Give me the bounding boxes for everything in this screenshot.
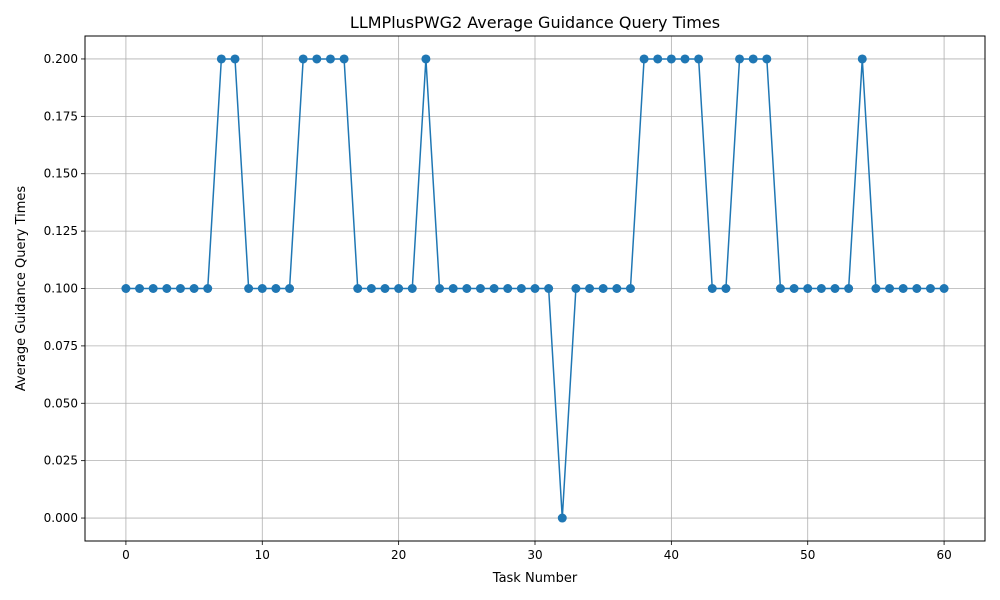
- y-tick-label: 0.125: [44, 224, 78, 238]
- data-point: [503, 284, 513, 293]
- x-tick-label: 0: [122, 548, 130, 562]
- data-point: [748, 54, 758, 64]
- data-point: [285, 284, 295, 293]
- data-point: [680, 54, 690, 64]
- data-point: [353, 284, 363, 293]
- data-point: [598, 284, 608, 293]
- y-tick-label: 0.200: [44, 52, 78, 66]
- y-tick-label: 0.175: [44, 109, 78, 123]
- data-point: [925, 284, 935, 293]
- x-tick-label: 10: [255, 548, 270, 562]
- data-point: [244, 284, 254, 293]
- y-axis-title: Average Guidance Query Times: [14, 186, 29, 392]
- data-point: [162, 284, 172, 293]
- data-point: [844, 284, 854, 293]
- data-point: [489, 284, 499, 293]
- y-tick-label: 0.025: [44, 454, 78, 468]
- data-point: [530, 284, 540, 293]
- data-point: [721, 284, 731, 293]
- plot-frame: [84, 35, 986, 542]
- data-point: [516, 284, 526, 293]
- data-point: [462, 284, 472, 293]
- data-point: [612, 284, 622, 293]
- data-point: [257, 284, 267, 293]
- data-point: [789, 284, 799, 293]
- data-point: [216, 54, 226, 64]
- data-point: [325, 54, 335, 64]
- data-point: [585, 284, 595, 293]
- data-point: [625, 284, 635, 293]
- data-point: [421, 54, 431, 64]
- x-axis-title: Task Number: [492, 571, 578, 586]
- data-point: [830, 284, 840, 293]
- data-point: [394, 284, 404, 293]
- data-point: [803, 284, 813, 293]
- data-point: [189, 284, 199, 293]
- data-series: [121, 54, 949, 523]
- data-point: [271, 284, 281, 293]
- x-tick-label: 60: [936, 548, 951, 562]
- data-point: [475, 284, 485, 293]
- data-point: [939, 284, 949, 293]
- data-point: [885, 284, 895, 293]
- y-tick-label: 0.050: [44, 396, 78, 410]
- data-point: [448, 284, 458, 293]
- data-point: [666, 54, 676, 64]
- data-point: [121, 284, 131, 293]
- data-point: [912, 284, 922, 293]
- x-tick-label: 50: [800, 548, 815, 562]
- y-tick-label: 0.000: [44, 511, 78, 525]
- data-point: [871, 284, 881, 293]
- data-point: [816, 284, 826, 293]
- data-point: [694, 54, 704, 64]
- data-point: [298, 54, 308, 64]
- data-point: [544, 284, 554, 293]
- data-point: [762, 54, 772, 64]
- data-point: [148, 284, 158, 293]
- data-point: [407, 284, 417, 293]
- data-point: [898, 284, 908, 293]
- data-point: [639, 54, 649, 64]
- data-point: [175, 284, 185, 293]
- x-tick-label: 30: [527, 548, 542, 562]
- data-point: [707, 284, 717, 293]
- axis-ticks: 0 10 20 30 40 50 60 0.000 0.025 0.050 0.075 0.100 0.…: [44, 52, 952, 562]
- data-point: [135, 284, 145, 293]
- data-point: [366, 284, 376, 293]
- x-tick-label: 20: [391, 548, 406, 562]
- y-tick-label: 0.100: [44, 282, 78, 296]
- data-point: [857, 54, 867, 64]
- data-point: [435, 284, 445, 293]
- data-point: [203, 284, 213, 293]
- data-point: [380, 284, 390, 293]
- data-point: [230, 54, 240, 64]
- data-point: [312, 54, 322, 64]
- y-tick-label: 0.150: [44, 167, 78, 181]
- data-point: [735, 54, 745, 64]
- data-point: [775, 284, 785, 293]
- data-point: [571, 284, 581, 293]
- x-tick-label: 40: [664, 548, 679, 562]
- chart-title: LLMPlusPWG2 Average Guidance Query Times: [350, 13, 720, 32]
- data-point: [339, 54, 349, 64]
- data-point: [557, 513, 567, 523]
- y-tick-label: 0.075: [44, 339, 78, 353]
- data-point: [653, 54, 663, 64]
